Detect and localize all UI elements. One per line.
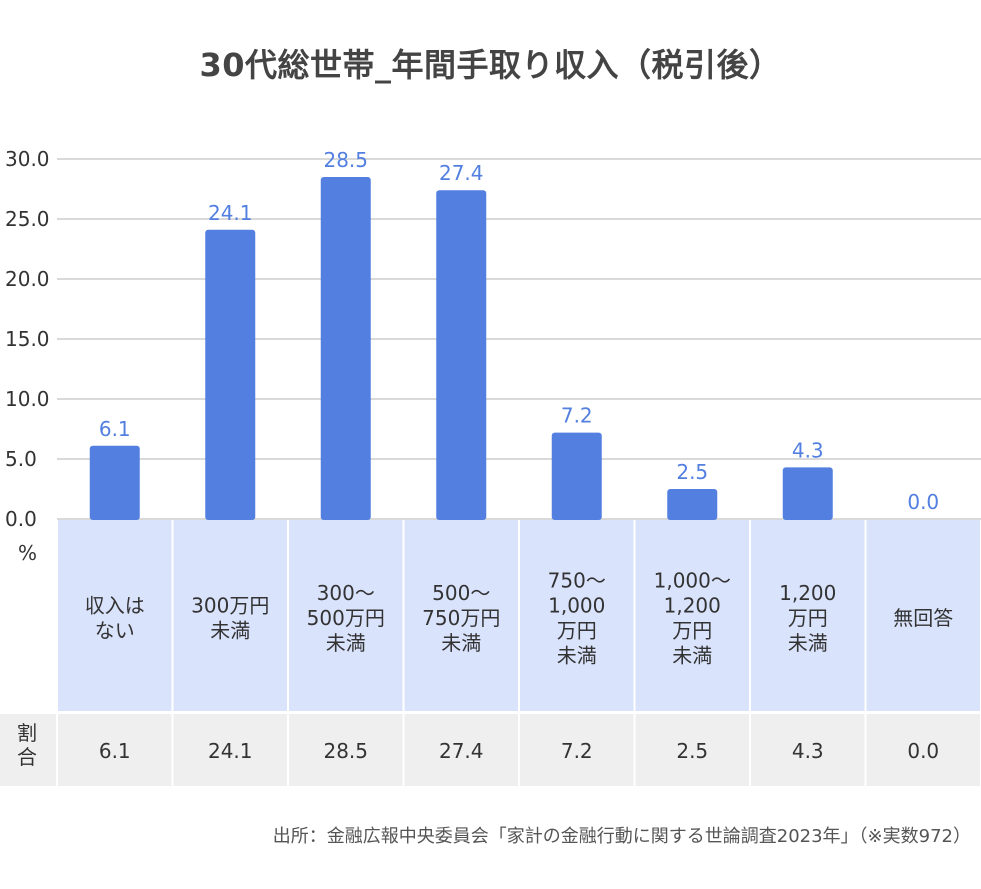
category-label: 1,200 [779, 581, 836, 605]
bar [782, 467, 833, 520]
y-tick-label: 30.0 [5, 147, 50, 171]
table-value: 7.2 [561, 739, 593, 763]
table-value-cell [635, 714, 749, 786]
data-label: 7.2 [561, 404, 593, 428]
data-label: 2.5 [676, 460, 708, 484]
category-cell [635, 520, 749, 711]
category-label: 1,000〜 [654, 569, 731, 593]
category-label: 万円 [788, 606, 828, 630]
category-label: ない [95, 619, 135, 643]
y-tick-label: 5.0 [5, 447, 37, 471]
category-cell [58, 520, 172, 711]
y-tick-label: 10.0 [5, 387, 50, 411]
category-label: 300〜 [317, 581, 375, 605]
table-value-cell [173, 714, 287, 786]
data-label: 24.1 [208, 201, 253, 225]
category-label: 未満 [326, 631, 366, 655]
bar [320, 177, 371, 520]
table-value-cell [751, 714, 865, 786]
category-label: 未満 [672, 644, 712, 668]
category-label: 万円 [557, 619, 597, 643]
table-value-cell [289, 714, 403, 786]
bar [551, 432, 602, 520]
category-label: 300万円 [191, 594, 269, 618]
table-row-header-cell [0, 714, 56, 786]
data-label: 4.3 [792, 438, 824, 462]
table-row-label: 合 [17, 745, 37, 769]
bar [89, 445, 140, 520]
category-cell [173, 520, 287, 711]
category-label: 1,000 [548, 594, 605, 618]
table-value: 24.1 [208, 739, 253, 763]
y-axis-unit-label: % [18, 541, 37, 565]
y-tick-label: 0.0 [5, 507, 37, 531]
data-label: 28.5 [323, 148, 368, 172]
table-value-cell [520, 714, 634, 786]
category-cell [866, 520, 980, 711]
category-label: 500〜 [432, 581, 490, 605]
category-label: 750万円 [422, 606, 500, 630]
table-value: 27.4 [439, 739, 484, 763]
y-tick-label: 20.0 [5, 267, 50, 291]
category-label: 500万円 [307, 606, 385, 630]
table-value: 2.5 [676, 739, 708, 763]
table-value-cell [58, 714, 172, 786]
table-value: 6.1 [99, 739, 131, 763]
category-label: 収入は [85, 594, 145, 618]
category-label: 750〜 [548, 569, 606, 593]
data-label: 27.4 [439, 161, 484, 185]
category-label: 未満 [441, 631, 481, 655]
table-value: 4.3 [792, 739, 824, 763]
data-label: 0.0 [907, 490, 939, 514]
category-cell [751, 520, 865, 711]
table-row-label: 割 [17, 721, 37, 745]
table-value-cell [404, 714, 518, 786]
category-label: 1,200 [664, 594, 721, 618]
y-tick-label: 25.0 [5, 207, 50, 231]
category-label: 無回答 [893, 606, 953, 630]
category-label: 未満 [788, 631, 828, 655]
table-value: 28.5 [323, 739, 368, 763]
source-note: 出所：金融広報中央委員会「家計の金融行動に関する世論調査2023年」（※実数97… [272, 826, 971, 847]
data-label: 6.1 [99, 417, 131, 441]
category-label: 万円 [672, 619, 712, 643]
table-value-cell [866, 714, 980, 786]
category-label: 未満 [557, 644, 597, 668]
y-tick-label: 15.0 [5, 327, 50, 351]
category-cell [520, 520, 634, 711]
category-cell [404, 520, 518, 711]
table-value: 0.0 [907, 739, 939, 763]
category-label: 未満 [210, 619, 250, 643]
chart-title: 30代総世帯_年間手取り収入（税引後） [199, 46, 782, 84]
category-cell [289, 520, 403, 711]
bar [436, 190, 487, 520]
bar [205, 229, 256, 521]
bar [667, 489, 718, 520]
